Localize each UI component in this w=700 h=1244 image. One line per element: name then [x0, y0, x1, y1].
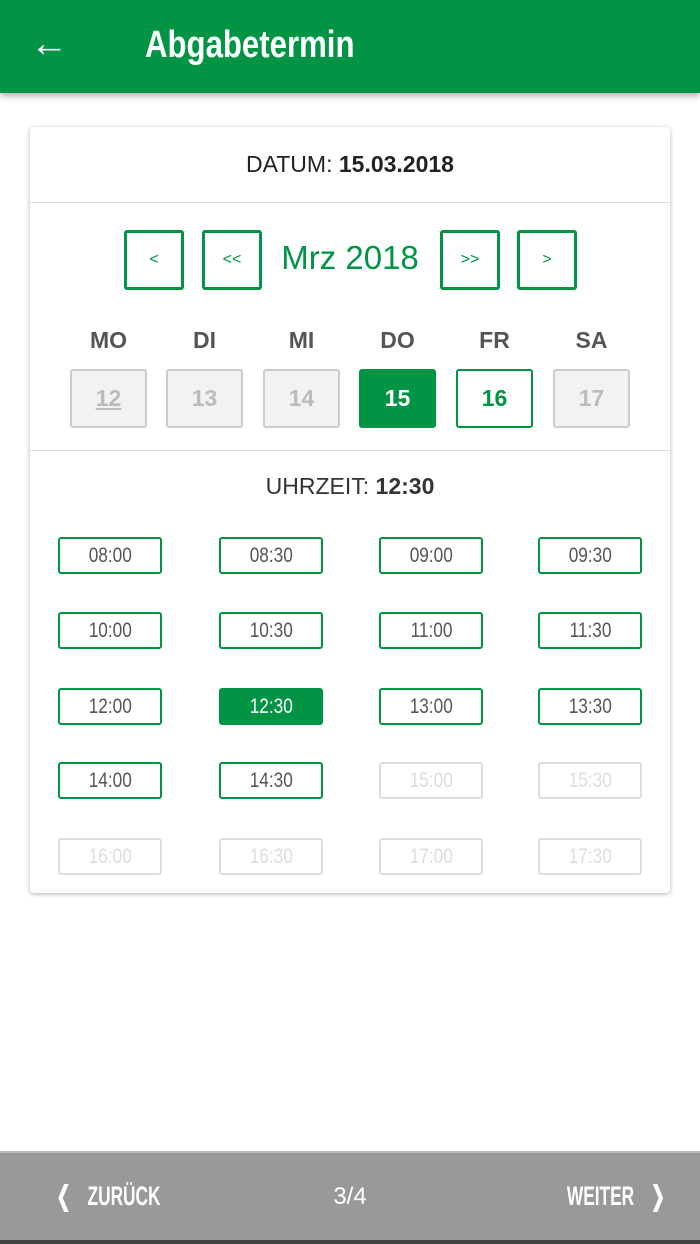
page-indicator: 3/4	[333, 1183, 367, 1210]
next-week-button[interactable]: >	[517, 230, 577, 290]
weekday-label: DO	[380, 327, 415, 353]
time-display: UHRZEIT: 12:30	[30, 473, 670, 500]
time-slot-label: 17:00	[409, 844, 453, 868]
date-display: DATUM: 15.03.2018	[30, 151, 670, 178]
day-button[interactable]: 17	[553, 369, 630, 428]
date-value: 15.03.2018	[338, 151, 454, 177]
time-slot-button[interactable]: 10:30	[219, 612, 323, 649]
page-title: Abgabetermin	[145, 24, 355, 66]
time-slot-label: 17:30	[568, 844, 612, 868]
time-slot-button[interactable]: 10:00	[58, 612, 162, 649]
month-label: Mrz 2018	[281, 239, 419, 276]
day-button[interactable]: 12	[70, 369, 147, 428]
time-slot-button[interactable]: 11:30	[538, 612, 642, 649]
time-slot-button[interactable]: 14:00	[58, 762, 162, 799]
time-slot-button[interactable]: 11:00	[379, 612, 483, 649]
time-slot-button[interactable]: 17:00	[379, 838, 483, 875]
time-slot-label: 16:00	[88, 844, 132, 868]
time-slot-button[interactable]: 13:00	[379, 688, 483, 725]
time-slot-button[interactable]: 12:00	[58, 688, 162, 725]
time-slot-label: 15:00	[409, 768, 453, 792]
day-button[interactable]: 13	[166, 369, 243, 428]
day-button[interactable]: 14	[263, 369, 340, 428]
time-slot-label: 11:30	[569, 618, 611, 642]
day-button[interactable]: 15	[359, 369, 436, 428]
time-slot-label: 13:30	[568, 694, 612, 718]
back-label: ZURÜCK	[87, 1181, 161, 1211]
time-slot-button[interactable]: 16:30	[219, 838, 323, 875]
day-button[interactable]: 16	[456, 369, 533, 428]
time-slot-button[interactable]: 12:30	[219, 688, 323, 725]
time-slot-button[interactable]: 09:30	[538, 537, 642, 574]
time-slot-label: 12:30	[249, 694, 293, 718]
date-label: DATUM:	[246, 151, 333, 177]
time-slot-button[interactable]: 13:30	[538, 688, 642, 725]
weekday-label: DI	[193, 327, 216, 353]
time-slot-label: 12:00	[88, 694, 132, 718]
next-label: WEITER	[566, 1181, 635, 1211]
time-slot-label: 10:00	[88, 618, 132, 642]
time-slot-button[interactable]: 15:30	[538, 762, 642, 799]
prev-month-button[interactable]: <<	[202, 230, 262, 290]
time-slot-label: 14:30	[249, 768, 293, 792]
time-slot-label: 14:00	[88, 768, 132, 792]
next-footer-button[interactable]: WEITER ❯	[545, 1181, 680, 1212]
back-button[interactable]: ←	[30, 22, 74, 66]
time-slot-button[interactable]: 17:30	[538, 838, 642, 875]
back-footer-button[interactable]: ❮ ZURÜCK	[40, 1181, 184, 1212]
time-slot-label: 15:30	[568, 768, 612, 792]
weekday-label: MI	[288, 327, 315, 353]
time-slot-label: 10:30	[249, 618, 293, 642]
time-slot-label: 16:30	[249, 844, 293, 868]
time-slot-label: 13:00	[409, 694, 453, 718]
chevron-right-icon: ❯	[650, 1181, 665, 1211]
appointment-card: DATUM: 15.03.2018 < << Mrz 2018 >> > MO 1…	[30, 127, 670, 893]
time-slot-label: 09:30	[568, 543, 612, 567]
time-slot-label: 11:00	[410, 618, 452, 642]
prev-week-button[interactable]: <	[124, 230, 184, 290]
divider	[30, 202, 670, 203]
time-value: 12:30	[375, 473, 435, 499]
weekday-label: FR	[479, 327, 510, 353]
next-month-button[interactable]: >>	[440, 230, 500, 290]
time-slot-label: 08:00	[88, 543, 132, 567]
divider	[30, 450, 670, 451]
time-slot-button[interactable]: 14:30	[219, 762, 323, 799]
app-header: ← Abgabetermin	[0, 0, 700, 93]
time-slot-button[interactable]: 09:00	[379, 537, 483, 574]
arrow-left-icon: ←	[30, 23, 68, 65]
time-slot-label: 08:30	[249, 543, 293, 567]
time-slot-button[interactable]: 15:00	[379, 762, 483, 799]
time-label: UHRZEIT:	[265, 473, 370, 499]
time-slot-button[interactable]: 08:00	[58, 537, 162, 574]
footer-bar: ❮ ZURÜCK 3/4 WEITER ❯	[0, 1151, 700, 1244]
weekday-label: MO	[89, 327, 128, 353]
time-slot-label: 09:00	[409, 543, 453, 567]
chevron-left-icon: ❮	[56, 1181, 71, 1211]
time-slot-button[interactable]: 08:30	[219, 537, 323, 574]
time-slot-button[interactable]: 16:00	[58, 838, 162, 875]
weekday-label: SA	[575, 327, 608, 353]
